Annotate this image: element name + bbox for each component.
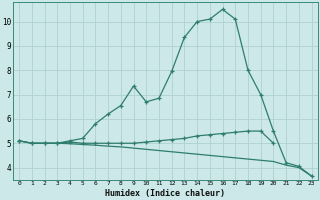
X-axis label: Humidex (Indice chaleur): Humidex (Indice chaleur) (105, 189, 225, 198)
